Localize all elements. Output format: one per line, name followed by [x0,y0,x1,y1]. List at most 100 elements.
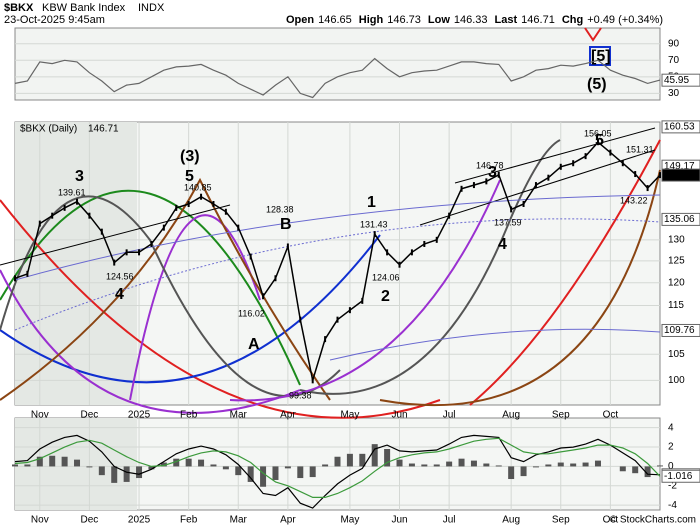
histogram-bar [160,462,167,467]
histogram-bar [260,466,267,487]
histogram-bar [334,456,341,467]
price-legend-last: 146.71 [88,124,119,135]
histogram-bar [532,466,539,468]
y-tick-label: 130 [668,234,685,245]
level-label: 109.76 [664,325,695,336]
level-box [661,469,700,483]
histogram-bar [123,466,130,482]
level-label: 146.71 [664,170,695,181]
series-line [14,434,661,509]
histogram-bar [570,463,577,467]
index-name: KBW Bank Index [42,2,126,14]
y-tick-label: 70 [668,55,680,66]
cycle-arc [0,199,441,419]
moving-average [329,328,661,361]
price-label: 151.31 [626,144,654,154]
price-label: 143.22 [620,195,648,205]
x-tick-label: Nov [31,410,49,421]
quote-value: +0.49 (+0.34%) [587,14,663,26]
trendline [0,204,231,266]
histogram-bar [36,456,43,467]
histogram-bar [433,464,440,467]
x-tick-label: Jul [443,515,456,526]
histogram-bar [210,464,217,467]
x-tick-label: Jun [391,410,407,421]
x-tick-label: Apr [280,515,296,526]
series-line [14,57,661,99]
histogram-bar [24,464,31,467]
x-tick-label: Aug [502,410,520,421]
y-tick-label: 30 [668,88,680,99]
level-box [661,323,700,337]
level-box [661,168,700,182]
histogram-bar [12,464,18,467]
quote-label: Last [495,14,518,26]
histogram-bar [446,461,453,467]
price-legend: $BKX (Daily) [20,124,77,135]
x-tick-label: Nov [31,515,49,526]
histogram-bar [86,466,93,468]
x-tick-label: Jul [443,410,456,421]
y-tick-label: 115 [668,300,684,311]
price-label: 124.56 [106,271,134,281]
moving-average [14,218,661,331]
y-tick-label: 0 [668,461,674,472]
histogram-bar [185,458,192,467]
histogram-bar [508,466,515,480]
quote-value: 146.73 [387,14,421,26]
wave-label: 1 [367,194,376,211]
y-tick-label: -2 [668,480,677,491]
price-label: 128.38 [266,204,294,214]
histogram-bar [74,459,81,467]
y-tick-label: 4 [668,422,674,433]
rsi-panel [14,27,661,101]
histogram-bar [582,462,589,467]
quote-value: 146.71 [521,14,555,26]
price-label: 156.05 [584,128,612,138]
level-label: 160.53 [664,122,695,133]
cycle-arc [299,139,561,395]
price-label: 146.78 [476,160,504,170]
histogram-bar [421,464,428,467]
exchange: INDX [138,2,165,14]
histogram-bar [483,463,490,467]
wave-label: 4 [498,236,507,253]
histogram-bar [495,465,502,467]
wave-label: 3 [75,168,84,185]
quote-label: Open [286,14,314,26]
price-label: 137.59 [494,217,522,227]
histogram-bar [173,458,180,467]
histogram-bar [272,466,279,480]
y-tick-label: 105 [668,349,685,360]
histogram-bar [594,460,601,467]
wave-label: 5 [595,132,604,149]
level-box [661,73,700,87]
cycle-arc [0,234,381,384]
histogram-bar [359,453,366,467]
level-label: -1.016 [664,471,693,482]
price-label: 139.61 [58,187,86,197]
histogram-bar [49,455,56,467]
quote-label: Low [428,14,450,26]
x-tick-label: Mar [230,410,248,421]
histogram-bar [545,464,552,467]
x-tick-label: Sep [552,515,570,526]
wave-label: 2 [381,288,390,305]
x-tick-label: May [340,410,359,421]
x-tick-label: Jun [391,515,407,526]
histogram-bar [98,466,105,476]
histogram-bar [470,460,477,467]
price-label: 99.38 [289,390,312,400]
histogram-bar [309,466,316,478]
level-label: 149.17 [664,161,695,172]
y-tick-label: -4 [668,500,677,511]
histogram-bar [632,466,639,474]
cycle-arc [0,177,331,401]
wave-label: 5 [185,168,194,185]
x-tick-label: Oct [603,515,619,526]
histogram-bar [371,444,378,467]
y-tick-label: 2 [668,442,674,453]
level-box [661,120,700,134]
histogram-bar [136,466,143,479]
